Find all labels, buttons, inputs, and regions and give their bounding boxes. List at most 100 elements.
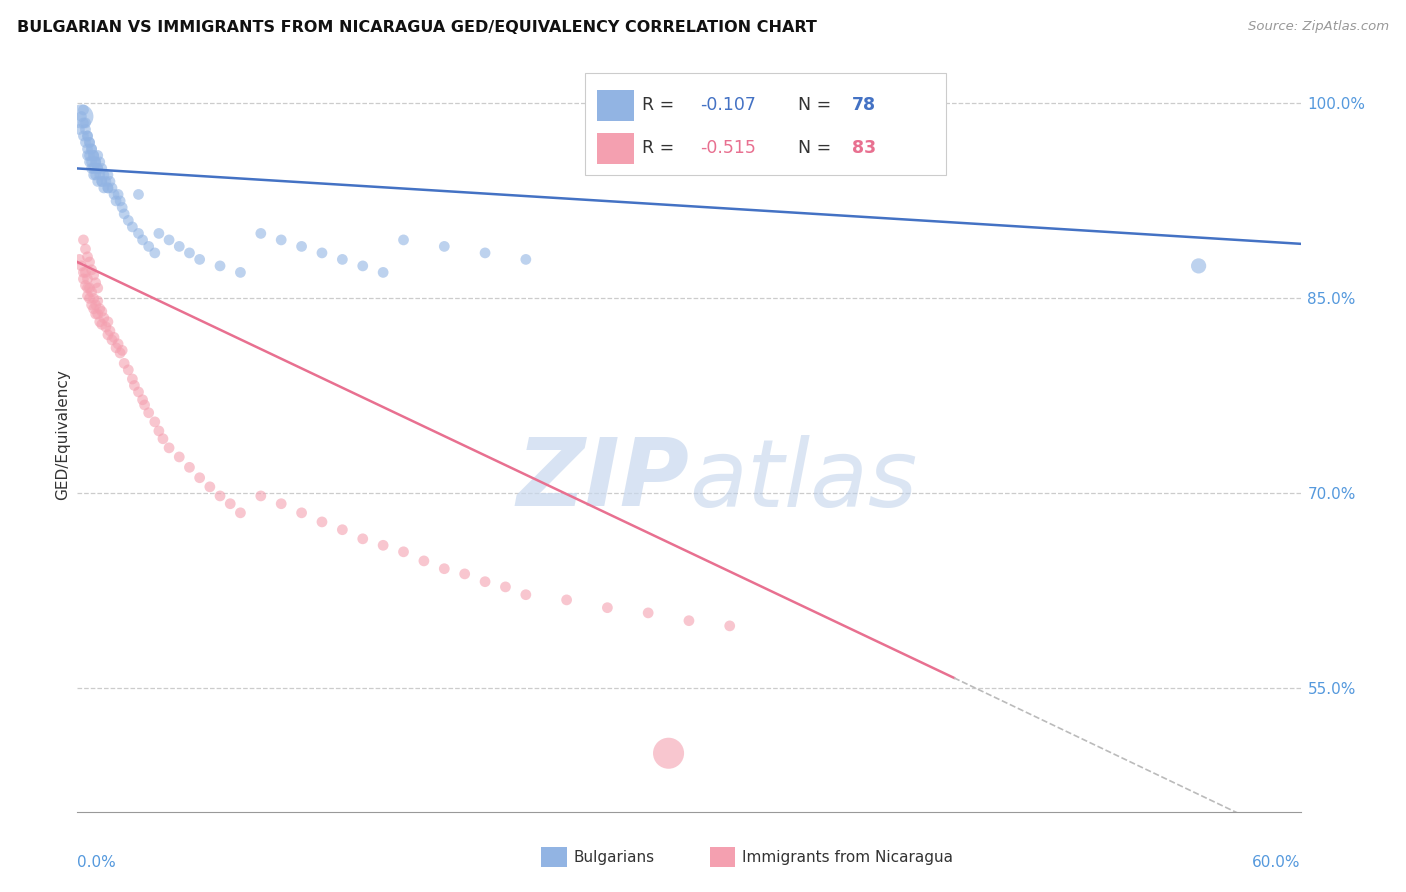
Point xyxy=(98,324,121,338)
Point xyxy=(209,259,232,273)
Point xyxy=(79,292,101,306)
Point xyxy=(718,619,741,633)
Point xyxy=(90,161,112,176)
Point xyxy=(83,168,105,182)
Point xyxy=(128,227,150,241)
Text: 78: 78 xyxy=(852,96,876,114)
Point xyxy=(90,304,112,318)
Point xyxy=(89,155,111,169)
Point xyxy=(87,307,110,321)
Text: BULGARIAN VS IMMIGRANTS FROM NICARAGUA GED/EQUIVALENCY CORRELATION CHART: BULGARIAN VS IMMIGRANTS FROM NICARAGUA G… xyxy=(17,20,817,35)
Point xyxy=(352,259,374,273)
Point xyxy=(79,155,101,169)
Point xyxy=(70,110,93,124)
Point xyxy=(219,497,242,511)
Point xyxy=(76,142,98,156)
Point xyxy=(103,330,125,344)
Point xyxy=(107,337,129,351)
Point xyxy=(188,252,211,267)
Point xyxy=(596,600,619,615)
Point xyxy=(515,252,537,267)
Point xyxy=(80,142,103,156)
Point xyxy=(111,201,134,215)
Point xyxy=(83,292,105,306)
Point xyxy=(311,246,333,260)
Point xyxy=(134,398,156,412)
Text: Bulgarians: Bulgarians xyxy=(574,850,655,864)
Point xyxy=(229,265,252,279)
Point xyxy=(84,307,107,321)
Point xyxy=(84,298,107,312)
Point xyxy=(131,233,153,247)
Point xyxy=(157,441,180,455)
Point xyxy=(97,181,120,195)
Point xyxy=(79,281,101,295)
Point xyxy=(179,460,201,475)
Point xyxy=(87,174,110,188)
Point xyxy=(80,262,103,277)
Point xyxy=(169,450,191,464)
Point xyxy=(433,562,456,576)
Point xyxy=(75,116,97,130)
Point xyxy=(105,341,128,355)
Point xyxy=(128,187,150,202)
Point xyxy=(72,272,94,286)
Point xyxy=(90,174,112,188)
Point xyxy=(83,148,105,162)
Point xyxy=(121,372,143,386)
Point xyxy=(76,148,98,162)
Point xyxy=(76,128,98,143)
Point xyxy=(87,148,110,162)
Point xyxy=(80,285,103,299)
Point xyxy=(97,181,120,195)
Point xyxy=(87,161,110,176)
Point xyxy=(157,233,180,247)
Text: R =: R = xyxy=(643,139,681,157)
Point xyxy=(76,272,98,286)
Y-axis label: GED/Equivalency: GED/Equivalency xyxy=(55,369,70,500)
Text: N =: N = xyxy=(787,139,837,157)
Text: N =: N = xyxy=(787,96,837,114)
Point xyxy=(474,246,496,260)
Bar xyxy=(598,133,634,163)
Point xyxy=(75,265,97,279)
Point xyxy=(121,219,143,234)
Text: atlas: atlas xyxy=(689,434,917,525)
Point xyxy=(152,432,174,446)
Point xyxy=(112,356,135,370)
Point xyxy=(72,116,94,130)
Point xyxy=(79,148,101,162)
Point xyxy=(93,181,115,195)
Bar xyxy=(598,90,634,120)
Point xyxy=(108,346,131,360)
Point xyxy=(94,320,117,334)
Text: -0.107: -0.107 xyxy=(700,96,756,114)
Point xyxy=(98,174,121,188)
Point xyxy=(112,207,135,221)
Point xyxy=(107,187,129,202)
Point xyxy=(352,532,374,546)
Point xyxy=(138,239,160,253)
Point xyxy=(72,128,94,143)
Point xyxy=(72,103,94,117)
Point xyxy=(72,265,94,279)
Point xyxy=(79,255,101,269)
Point xyxy=(311,515,333,529)
Point xyxy=(87,281,110,295)
Point xyxy=(143,246,166,260)
Point xyxy=(108,194,131,208)
Point xyxy=(83,161,105,176)
Point xyxy=(80,142,103,156)
Point xyxy=(555,593,578,607)
Point xyxy=(179,246,201,260)
Point xyxy=(103,187,125,202)
Point xyxy=(89,168,111,182)
Point xyxy=(80,161,103,176)
Point xyxy=(198,480,221,494)
Point xyxy=(70,110,93,124)
Point xyxy=(97,168,120,182)
Point xyxy=(105,194,128,208)
Point xyxy=(79,136,101,150)
Point xyxy=(291,239,314,253)
Point xyxy=(433,239,456,253)
